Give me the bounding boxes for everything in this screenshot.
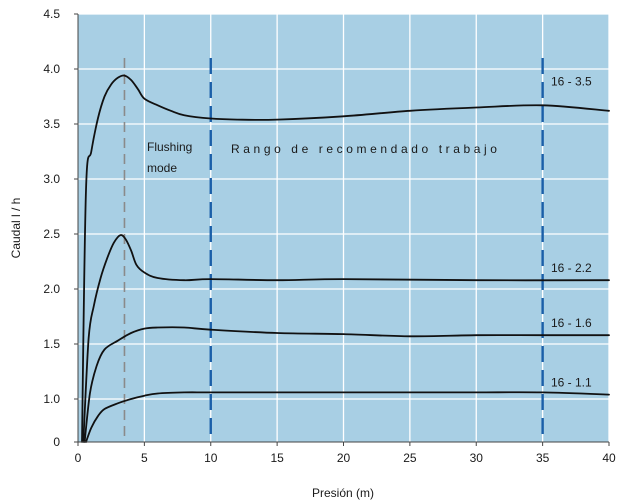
series-lines: [81, 74, 610, 443]
series-label: 16 - 1.1: [551, 376, 592, 390]
y-tick-label: 1.5: [43, 337, 60, 351]
x-tick-label: 15: [270, 451, 284, 465]
y-ticks: 0 1.0 1.5 2.0 2.5 3.0 3.5 4.0 4.5: [43, 7, 78, 449]
x-tick-label: 10: [204, 451, 218, 465]
x-axis-label: Presión (m): [312, 486, 374, 500]
y-tick-label: 0: [53, 435, 60, 449]
grid: [78, 13, 610, 442]
series-labels: 16 - 3.5 16 - 2.2 16 - 1.6 16 - 1.1: [551, 75, 592, 390]
x-tick-label: 0: [75, 451, 82, 465]
working-range-label: Rango de recomendado trabajo: [231, 142, 501, 156]
x-ticks: 0 5 10 15 20 25 30 35 40: [75, 442, 616, 465]
reference-lines: [123, 58, 544, 442]
series-line-1: [81, 74, 610, 443]
flushing-label-line2: mode: [147, 161, 177, 175]
series-label: 16 - 1.6: [551, 316, 592, 330]
x-tick-label: 5: [141, 451, 148, 465]
y-tick-label: 3.0: [43, 172, 60, 186]
y-tick-label: 2.5: [43, 227, 60, 241]
flushing-label-line1: Flushing: [147, 140, 192, 154]
x-tick-label: 20: [337, 451, 351, 465]
series-line-4: [85, 391, 610, 443]
x-tick-label: 35: [536, 451, 550, 465]
series-label: 16 - 2.2: [551, 261, 592, 275]
y-tick-label: 1.0: [43, 392, 60, 406]
y-tick-label: 2.0: [43, 282, 60, 296]
series-label: 16 - 3.5: [551, 75, 592, 89]
series-line-2: [82, 234, 610, 443]
y-tick-label: 3.5: [43, 117, 60, 131]
series-line-3: [83, 326, 610, 443]
x-tick-label: 40: [602, 451, 616, 465]
y-tick-label: 4.0: [43, 62, 60, 76]
x-tick-label: 30: [470, 451, 484, 465]
x-tick-label: 25: [403, 451, 417, 465]
y-tick-label: 4.5: [43, 7, 60, 21]
y-axis-label: Caudal l / h: [9, 198, 23, 259]
